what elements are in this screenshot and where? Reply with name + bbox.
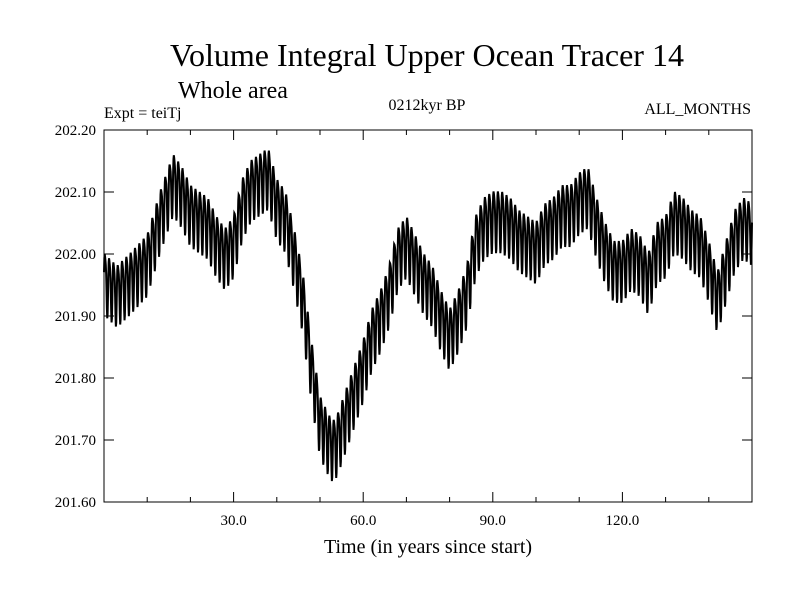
months-label: ALL_MONTHS: [644, 101, 751, 118]
y-tick-label: 202.10: [55, 185, 96, 201]
y-tick-label: 201.70: [55, 433, 96, 449]
period-label: 0212kyr BP: [389, 97, 466, 114]
x-tick-label: 30.0: [220, 513, 246, 529]
x-axis-ticks: 30.0 60.0 90.0 120.0: [220, 130, 639, 529]
chart-subtitle: Whole area: [178, 78, 288, 104]
y-tick-label: 201.80: [55, 371, 96, 387]
y-tick-label: 202.20: [55, 123, 96, 139]
y-tick-label: 202.00: [55, 247, 96, 263]
x-minor-ticks: [146, 130, 710, 502]
x-tick-label: 90.0: [480, 513, 506, 529]
x-axis-label: Time (in years since start): [324, 536, 532, 558]
x-tick-label: 120.0: [606, 513, 640, 529]
chart-title: Volume Integral Upper Ocean Tracer 14: [170, 37, 684, 73]
y-tick-label: 201.90: [55, 309, 96, 325]
series-line: [103, 150, 753, 482]
experiment-label: Expt = teiTj: [104, 105, 181, 122]
y-axis-ticks: 201.60 201.70 201.80 201.90 202.00 202.10 202.…: [55, 123, 752, 511]
y-tick-label: 201.60: [55, 495, 96, 511]
x-tick-label: 60.0: [350, 513, 376, 529]
